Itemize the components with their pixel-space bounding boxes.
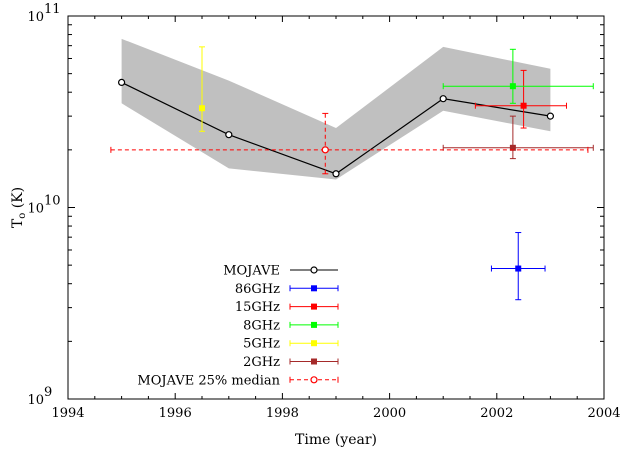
y-tick-label-9: 10 <box>27 393 44 408</box>
point-mojave-0 <box>117 78 126 87</box>
series-15ghz <box>474 69 567 129</box>
legend-marker-mojave-25-median <box>310 376 318 384</box>
y-tick-label-11: 10 <box>27 10 44 25</box>
y-axis-label-sub: o <box>17 213 28 219</box>
point-mojave-3 <box>439 95 447 103</box>
axes-layer: 1994 1996 1998 2000 2002 200410910101011Time … <box>10 2 621 448</box>
series-2ghz <box>442 115 594 160</box>
point-mojave-4 <box>546 112 555 120</box>
x-tick-label-2004: 2004 <box>587 406 620 421</box>
legend-marker-15ghz <box>311 303 317 310</box>
series-5ghz <box>199 46 205 132</box>
legend-marker-mojave <box>310 266 318 274</box>
legend-label-5ghz: 5GHz <box>243 337 280 352</box>
point-15ghz-0 <box>520 102 527 109</box>
legend-marker-2ghz <box>311 358 317 365</box>
series-mojave <box>117 78 555 178</box>
series-8ghz <box>442 48 594 104</box>
legend-label-mojave-25-median: MOJAVE 25% median <box>137 373 280 388</box>
legend-marker-5ghz <box>311 340 317 347</box>
series-86ghz <box>490 232 546 301</box>
x-tick-label-1998: 1998 <box>266 406 299 421</box>
y-axis-label-main: T <box>10 218 26 228</box>
x-tick-label-2000: 2000 <box>373 406 406 421</box>
point-mojave-25-median-0 <box>321 146 329 154</box>
legend-marker-86ghz <box>311 285 317 292</box>
x-axis-label: Time (year) <box>295 432 377 448</box>
y-axis-label-unit: (K) <box>10 187 26 213</box>
y-axis-label: To (K) <box>10 187 28 228</box>
y-tick-label-exp-11: 11 <box>44 2 61 17</box>
point-8ghz-0 <box>509 83 516 90</box>
legend-label-2ghz: 2GHz <box>243 355 280 370</box>
legend-label-8ghz: 8GHz <box>243 318 280 333</box>
x-tick-label-1996: 1996 <box>159 406 192 421</box>
x-tick-label-2002: 2002 <box>480 406 513 421</box>
series-layer <box>110 46 594 301</box>
point-mojave-1 <box>225 131 233 139</box>
band-layer <box>121 38 551 180</box>
mojave-range-band <box>121 38 551 180</box>
legend: MOJAVE 86GHz 15GHz 8GHz 5GHz 2GHz MOJAVE 25% m… <box>137 264 339 388</box>
point-mojave-2 <box>332 170 340 178</box>
point-86ghz-0 <box>515 265 522 272</box>
point-5ghz-0 <box>199 105 205 112</box>
y-tick-label-10: 10 <box>27 202 44 217</box>
point-2ghz-0 <box>509 144 516 151</box>
legend-label-mojave: MOJAVE <box>223 264 280 279</box>
legend-label-15ghz: 15GHz <box>235 300 280 315</box>
series-mojave-25-median <box>110 112 589 175</box>
legend-marker-8ghz <box>311 321 317 328</box>
y-tick-label-exp-10: 10 <box>44 194 61 209</box>
x-tick-label-1994: 1994 <box>51 406 84 421</box>
legend-label-86ghz: 86GHz <box>235 282 280 297</box>
y-tick-label-exp-9: 9 <box>44 385 52 400</box>
